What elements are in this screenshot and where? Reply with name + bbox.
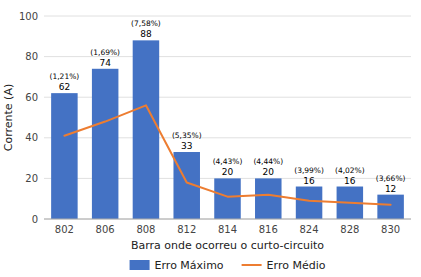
y-tick-label: 100: [19, 11, 38, 22]
x-tick-label: 808: [136, 224, 155, 235]
bar: [51, 93, 78, 219]
x-tick-label: 802: [55, 224, 74, 235]
data-label: 20: [222, 167, 234, 177]
data-label: 16: [303, 176, 315, 186]
annotation: (4,02%): [335, 166, 365, 175]
annotation: (4,43%): [213, 157, 243, 166]
annotation: (3,99%): [294, 166, 324, 175]
bar: [214, 178, 241, 219]
annotation: (4,44%): [253, 157, 283, 166]
legend-label: Erro Máximo: [155, 259, 224, 272]
legend-label: Erro Médio: [267, 259, 326, 272]
annotation: (1,21%): [50, 72, 80, 81]
annotation: (5,35%): [172, 131, 202, 140]
y-tick-label: 0: [32, 214, 38, 225]
grid-line: [44, 219, 411, 220]
bar: [296, 187, 323, 219]
legend-swatch: [130, 260, 150, 270]
x-axis-label: Barra onde ocorreu o curto-circuito: [131, 239, 324, 252]
annotation: (3,66%): [376, 174, 406, 183]
chart: 0 20 40 60 80 100 62(1,21%) 74(1,69%) 88(7,58%) 3…: [0, 0, 421, 277]
x-tick-label: 806: [96, 224, 115, 235]
x-tick-label: 814: [218, 224, 237, 235]
bar: [92, 69, 119, 219]
legend-item: Erro Médio: [242, 259, 326, 272]
y-tick-label: 40: [25, 132, 38, 143]
annotation: (7,58%): [131, 19, 161, 28]
bar: [255, 178, 282, 219]
y-axis-label: Corrente (A): [2, 84, 15, 151]
data-label: 88: [140, 29, 152, 39]
data-label: 12: [385, 184, 396, 194]
grid: [44, 16, 411, 219]
data-label: 20: [263, 167, 275, 177]
legend: Erro Máximo Erro Médio: [130, 259, 326, 272]
x-tick-label: 824: [300, 224, 319, 235]
y-tick-label: 60: [25, 92, 38, 103]
annotation: (1,69%): [90, 48, 120, 57]
bar: [133, 40, 160, 219]
y-tick-label: 80: [25, 51, 38, 62]
grid-line: [44, 16, 411, 17]
line: [64, 105, 390, 204]
data-label: 62: [59, 82, 70, 92]
x-tick-label: 828: [340, 224, 359, 235]
y-tick-label: 20: [25, 173, 38, 184]
x-tick-label: 816: [259, 224, 278, 235]
data-label: 33: [181, 141, 192, 151]
x-tick-label: 812: [177, 224, 196, 235]
legend-swatch: [242, 264, 262, 266]
x-axis-line: [44, 219, 411, 220]
x-tick-label: 830: [381, 224, 400, 235]
data-label: 74: [99, 58, 111, 68]
data-label: 16: [344, 176, 356, 186]
bar: [377, 195, 404, 219]
legend-item: Erro Máximo: [130, 259, 224, 272]
plot-area: [51, 40, 404, 219]
